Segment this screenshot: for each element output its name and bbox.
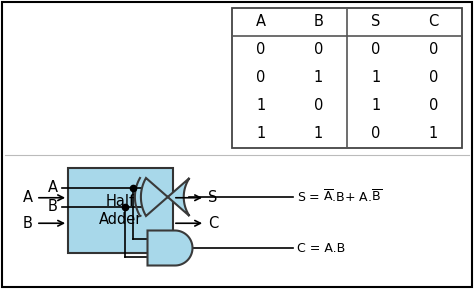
Polygon shape [147,231,192,266]
Text: 0: 0 [256,71,265,86]
Text: 0: 0 [428,42,438,58]
Text: B: B [23,216,33,231]
Text: 1: 1 [371,99,380,114]
Text: C: C [428,14,438,29]
Text: S = $\overline{\rm A}$.B+ A.$\overline{\rm B}$: S = $\overline{\rm A}$.B+ A.$\overline{\… [297,189,382,205]
Polygon shape [141,178,190,216]
Text: C: C [208,216,218,231]
Text: 0: 0 [371,42,381,58]
Text: B: B [313,14,323,29]
Text: B: B [48,199,58,214]
Text: 1: 1 [428,127,438,142]
Text: 0: 0 [428,71,438,86]
Text: 0: 0 [314,99,323,114]
Text: 0: 0 [314,42,323,58]
Text: 1: 1 [314,71,323,86]
Text: A: A [48,180,58,195]
Text: 1: 1 [371,71,380,86]
Text: 0: 0 [428,99,438,114]
Text: S: S [208,190,218,205]
Text: 0: 0 [256,42,265,58]
Text: S: S [371,14,381,29]
Text: 1: 1 [314,127,323,142]
Bar [232,8,462,148]
Bar [68,168,173,253]
Text: Half
Adder: Half Adder [99,194,142,227]
Text: 1: 1 [256,99,265,114]
Text: A: A [23,190,33,205]
Text: 1: 1 [256,127,265,142]
Text: C = A.B: C = A.B [297,242,345,255]
Text: 0: 0 [371,127,381,142]
Text: A: A [256,14,266,29]
